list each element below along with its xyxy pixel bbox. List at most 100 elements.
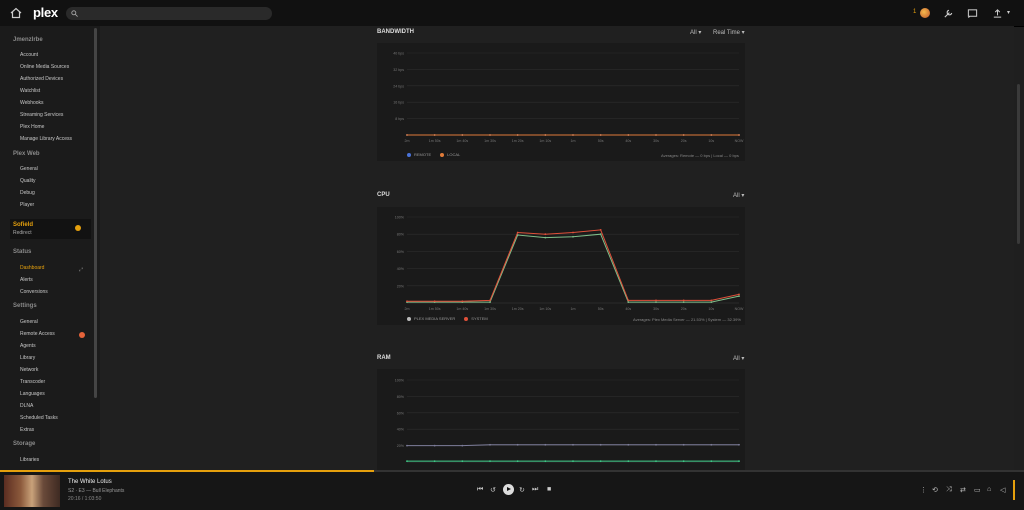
sidebar-item-plex-home[interactable]: Plex Home: [20, 124, 45, 130]
legend-system-icon: [464, 316, 469, 321]
replay-icon[interactable]: ↺: [490, 487, 496, 494]
cast-player-icon[interactable]: ⌂: [987, 486, 992, 493]
data-point: [627, 299, 630, 302]
repeat-icon[interactable]: ⟲: [932, 487, 938, 494]
section-account: Jmenzlrbe: [13, 37, 43, 43]
ram-filter-all[interactable]: All ▾: [733, 356, 745, 362]
data-point: [572, 443, 574, 446]
sidebar-item-conversions[interactable]: Conversions: [20, 289, 48, 295]
sidebar-item-authorized-devices[interactable]: Authorized Devices: [20, 76, 64, 82]
cast-icon[interactable]: [967, 8, 978, 19]
now-playing-bar: The White Lotus S2 · E3 — Bull Elephants…: [0, 470, 1024, 510]
x-tick-label: 50s: [598, 307, 604, 311]
x-tick-label: 1m: [571, 139, 576, 143]
data-point: [655, 301, 657, 304]
sidebar-item-online-media-sources[interactable]: Online Media Sources: [20, 64, 70, 70]
y-tick-label: 80%: [397, 395, 405, 399]
legend-local: LOCAL: [447, 152, 461, 157]
data-point: [738, 460, 740, 463]
album-art[interactable]: [4, 475, 60, 507]
data-point: [544, 233, 547, 236]
data-point: [433, 460, 436, 463]
data-point: [627, 443, 630, 446]
y-tick-label: 24 bps: [393, 84, 404, 88]
section-plex-web: Plex Web: [13, 151, 40, 157]
sidebar-item-web-general[interactable]: General: [20, 166, 38, 172]
chevron-down-icon[interactable]: ▾: [1007, 10, 1011, 16]
y-tick-label: 80%: [397, 233, 405, 237]
data-point: [627, 301, 630, 304]
data-point: [599, 443, 602, 446]
sidebar-item-library[interactable]: Library: [20, 355, 36, 361]
server-name[interactable]: Sofield: [13, 222, 34, 228]
x-tick-label: 20s: [681, 139, 687, 143]
bandwidth-filter-time[interactable]: Real Time ▾: [713, 30, 745, 36]
sidebar-item-account[interactable]: Account: [20, 52, 39, 58]
sidebar-item-debug[interactable]: Debug: [20, 190, 35, 196]
next-icon[interactable]: ⏭: [532, 486, 539, 493]
sidebar-item-general[interactable]: General: [20, 319, 38, 325]
upload-icon[interactable]: [992, 8, 1003, 19]
y-tick-label: 20%: [397, 444, 405, 448]
sidebar-item-dlna[interactable]: DLNA: [20, 403, 34, 409]
data-point: [599, 233, 602, 236]
stop-icon[interactable]: ■: [547, 486, 552, 493]
data-point: [406, 460, 408, 463]
server-selector[interactable]: [10, 219, 91, 239]
sidebar-item-alerts[interactable]: Alerts: [20, 277, 33, 283]
sidebar-item-webhooks[interactable]: Webhooks: [20, 100, 44, 106]
search-input[interactable]: [66, 7, 272, 20]
home-icon[interactable]: [10, 7, 22, 19]
x-tick-label: 1m: [571, 307, 576, 311]
previous-icon[interactable]: ⏮: [477, 486, 484, 493]
forward-icon[interactable]: ↻: [519, 487, 525, 494]
swap-icon[interactable]: ⇄: [960, 487, 966, 494]
sidebar-item-libraries[interactable]: Libraries: [20, 457, 40, 463]
avatar[interactable]: [920, 8, 930, 18]
sidebar-item-player[interactable]: Player: [20, 202, 35, 208]
sidebar-item-quality[interactable]: Quality: [20, 178, 36, 184]
main-scrollbar[interactable]: [1017, 84, 1020, 244]
legend-plex: PLEX MEDIA SERVER: [414, 316, 456, 321]
sidebar-item-watchlist[interactable]: Watchlist: [20, 88, 41, 94]
sidebar-item-remote-access[interactable]: Remote Access: [20, 331, 55, 337]
x-tick-label: 1m 20s: [512, 139, 524, 143]
sidebar-item-streaming-services[interactable]: Streaming Services: [20, 112, 64, 118]
bandwidth-filter-all[interactable]: All ▾: [690, 30, 702, 36]
volume-icon[interactable]: ◁: [1000, 487, 1006, 494]
volume-slider[interactable]: [1013, 480, 1015, 500]
x-tick-label: 1m 50s: [429, 307, 441, 311]
now-playing-subtitle[interactable]: S2 · E3 — Bull Elephants: [68, 488, 125, 494]
sidebar-scrollbar[interactable]: [94, 28, 97, 398]
sidebar-item-transcoder[interactable]: Transcoder: [20, 379, 46, 385]
data-point: [599, 229, 602, 231]
data-point: [738, 134, 740, 136]
data-point: [544, 443, 547, 446]
sidebar-item-dashboard[interactable]: Dashboard: [20, 265, 45, 271]
chart-ram-svg: 100% 80% 60% 40% 20%: [395, 379, 740, 463]
chart-cpu-svg: 100% 80% 60% 40% 20% 2m 1m 50s 1m 40s 1m 30s 1m 2…: [395, 216, 744, 312]
wrench-icon[interactable]: [943, 8, 954, 19]
cpu-filter-all[interactable]: All ▾: [733, 193, 745, 199]
now-playing-title[interactable]: The White Lotus: [68, 479, 112, 485]
subtitles-icon[interactable]: ▭: [974, 487, 981, 494]
data-point: [682, 134, 685, 136]
plex-logo[interactable]: plex: [33, 5, 58, 20]
sidebar-item-extras[interactable]: Extras: [20, 427, 35, 433]
sidebar-item-scheduled-tasks[interactable]: Scheduled Tasks: [20, 415, 58, 421]
sidebar-item-agents[interactable]: Agents: [20, 343, 36, 349]
data-point: [461, 134, 464, 136]
sidebar-item-network[interactable]: Network: [20, 367, 39, 373]
more-icon[interactable]: ⋮: [920, 487, 927, 494]
data-point: [433, 300, 436, 303]
play-button[interactable]: [503, 484, 514, 495]
cpu-chart: 100% 80% 60% 40% 20% 2m 1m 50s 1m 40s 1m 30s 1m 2…: [377, 207, 745, 325]
section-storage: Storage: [13, 441, 36, 447]
data-point: [682, 460, 685, 463]
sidebar-item-languages[interactable]: Languages: [20, 391, 45, 397]
playback-progress-track[interactable]: [0, 470, 1024, 472]
data-point: [738, 295, 740, 298]
x-tick-label: 2m: [405, 139, 410, 143]
sidebar-item-manage-library-access[interactable]: Manage Library Access: [20, 136, 72, 142]
shuffle-icon[interactable]: ⤨: [946, 486, 952, 493]
